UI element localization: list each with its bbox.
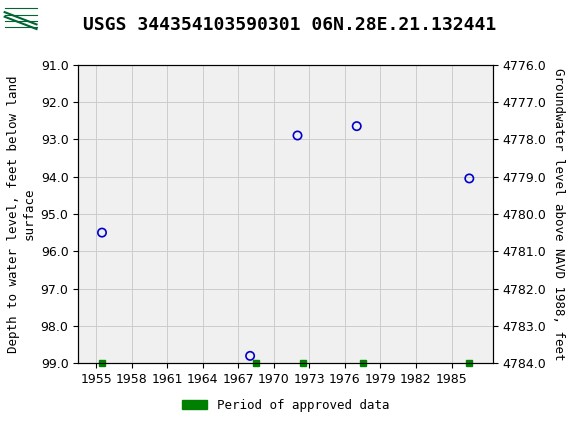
Y-axis label: Groundwater level above NAVD 1988, feet: Groundwater level above NAVD 1988, feet — [552, 68, 565, 360]
Bar — [5, 3, 37, 34]
Point — [97, 229, 107, 236]
Point — [465, 175, 474, 182]
Legend: Period of approved data: Period of approved data — [177, 394, 394, 417]
Point — [293, 132, 302, 139]
Text: USGS: USGS — [44, 9, 90, 28]
Point — [245, 353, 255, 359]
Y-axis label: Depth to water level, feet below land
surface: Depth to water level, feet below land su… — [7, 75, 35, 353]
Point — [352, 123, 361, 129]
Text: USGS 344354103590301 06N.28E.21.132441: USGS 344354103590301 06N.28E.21.132441 — [84, 16, 496, 34]
